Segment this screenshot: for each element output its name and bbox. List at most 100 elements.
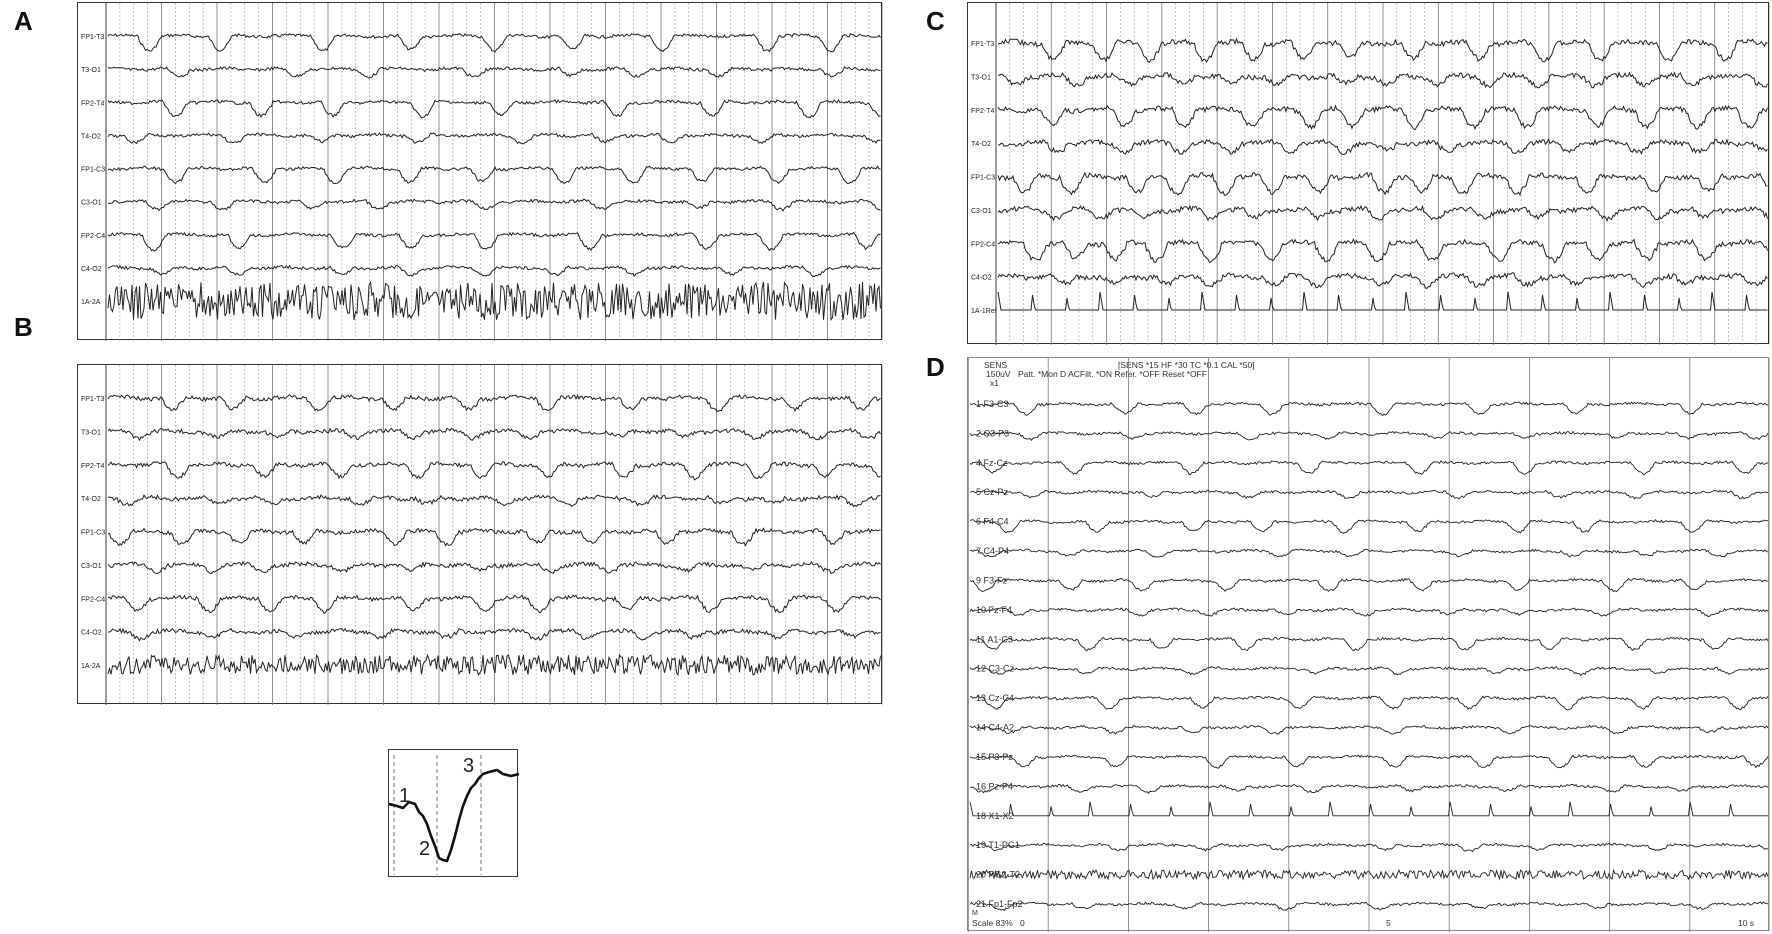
- channel-label: T4-O2: [971, 141, 991, 148]
- channel-label: C4-O2: [81, 630, 102, 637]
- eeg-trace: [107, 165, 881, 185]
- channel-label: C3-O1: [971, 208, 992, 215]
- eeg-panel-b: FP1-T3 T3-O1 FP2-T4 T4-O2 FP1-C3 C3-O1 FP2-C4 C…: [77, 364, 883, 705]
- eeg-trace: [107, 527, 881, 547]
- channel-label: C4-O2: [971, 275, 992, 282]
- eeg-traces-d: 1 F3-C32 C3-P34 Fz-Cz5 Cz-Pz6 F4-C47 C4-…: [968, 358, 1770, 932]
- channel-label: FP1-C3: [81, 167, 105, 174]
- eeg-trace: [107, 427, 881, 442]
- eeg-trace: [969, 636, 1769, 652]
- channel-label: 20 PG2-T2: [976, 870, 1020, 880]
- eeg-trace: [969, 868, 1769, 881]
- eeg-panel-c: FP1-T3 T3-O1 FP2-T4 T4-O2 FP1-C3 C3-O1 FP2-C4 C…: [967, 2, 1770, 345]
- panel-a-letter: A: [14, 6, 33, 36]
- channel-label: C3-O1: [81, 563, 102, 570]
- footer-marker: M: [972, 910, 978, 917]
- channel-label: T3-O1: [971, 74, 991, 81]
- panel-d-letter: D: [926, 352, 945, 382]
- time-tick-10: 10 s: [1738, 918, 1755, 928]
- channel-label: 12 C3-Cz: [976, 664, 1015, 674]
- eeg-trace: [107, 198, 881, 212]
- eeg-trace: [997, 171, 1768, 197]
- eeg-trace: [997, 104, 1768, 131]
- eeg-trace: [107, 627, 881, 642]
- channel-label: 13 Cz-C4: [976, 693, 1014, 703]
- channel-label: 1 F3-C3: [976, 399, 1009, 409]
- eeg-trace: [969, 842, 1769, 853]
- channel-label: FP1-T3: [81, 34, 104, 41]
- channel-label: FP2-T4: [971, 108, 994, 115]
- channel-label: T3-O1: [81, 429, 101, 436]
- eeg-trace: [107, 560, 881, 575]
- eeg-trace: [969, 666, 1769, 677]
- channel-label: C3-O1: [81, 200, 102, 207]
- channel-label: 5 Cz-Pz: [976, 487, 1009, 497]
- inset-label-2: 2: [419, 838, 430, 860]
- eeg-trace: [107, 653, 881, 677]
- montage-line: Patt. *Mon D ACFilt. *ON Refer. *OFF Res…: [1018, 369, 1207, 379]
- eeg-trace: [107, 231, 881, 252]
- channel-label: FP1-T3: [81, 396, 104, 403]
- eeg-trace: [969, 548, 1769, 558]
- eeg-trace: [969, 783, 1769, 794]
- eeg-trace: [107, 394, 881, 413]
- channel-label: T4-O2: [81, 133, 101, 140]
- time-tick-5: 5: [1386, 918, 1391, 928]
- eeg-trace: [969, 754, 1769, 769]
- eeg-trace: [107, 280, 881, 321]
- channel-label: 6 F4-C4: [976, 517, 1009, 527]
- eeg-trace: [997, 237, 1768, 264]
- eeg-traces-a: FP1-T3 T3-O1 FP2-T4 T4-O2 FP1-C3 C3-O1 FP2-C4 C…: [81, 3, 883, 341]
- eeg-panel-a: FP1-T3 T3-O1 FP2-T4 T4-O2 FP1-C3 C3-O1 FP2-C4 C…: [77, 2, 883, 341]
- channel-label: FP1-C3: [971, 175, 995, 182]
- eeg-trace: [969, 460, 1769, 476]
- channel-label: FP2-C4: [81, 233, 105, 240]
- sens-label: SENS: [984, 360, 1008, 370]
- channel-label: 19 T1-PG1: [976, 840, 1020, 850]
- eeg-trace: [969, 518, 1769, 534]
- scale-label: Scale 83%: [972, 918, 1013, 928]
- eeg-trace: [997, 138, 1768, 156]
- channel-label: C4-O2: [81, 266, 102, 273]
- eeg-trace: [997, 272, 1768, 289]
- gain-label: x1: [990, 378, 999, 388]
- channel-label: FP2-T4: [81, 100, 104, 107]
- eeg-trace: [107, 494, 881, 508]
- channel-label: 1A-1Ref: [971, 308, 997, 315]
- eeg-trace: [107, 98, 881, 119]
- channel-label: 9 F3-Fz: [976, 575, 1008, 585]
- channel-label: 16 Pz-P4: [976, 781, 1013, 791]
- eeg-trace: [107, 65, 881, 79]
- eeg-trace: [107, 461, 881, 481]
- channel-label: 1A-2A: [81, 663, 101, 670]
- eeg-trace: [969, 430, 1769, 442]
- eeg-trace: [969, 401, 1769, 417]
- eeg-trace: [969, 901, 1769, 911]
- eeg-trace: [107, 264, 881, 278]
- eeg-trace: [969, 695, 1769, 711]
- eeg-panel-d: SENS 150uV x1 [SENS *15 HF *30 TC *0.1 C…: [967, 357, 1770, 932]
- settings-line: [SENS *15 HF *30 TC *0.1 CAL *50]: [1118, 360, 1255, 370]
- channel-label: 14 C4-A2: [976, 723, 1014, 733]
- panel-c-letter: C: [926, 6, 945, 36]
- eeg-trace: [997, 291, 1768, 311]
- channel-label: FP1-T3: [971, 41, 994, 48]
- eeg-trace: [969, 489, 1769, 500]
- eeg-traces-c: FP1-T3 T3-O1 FP2-T4 T4-O2 FP1-C3 C3-O1 FP2-C4 C…: [971, 3, 1770, 345]
- sens-value: 150uV: [986, 369, 1011, 379]
- eeg-trace: [107, 32, 881, 53]
- eeg-trace: [107, 594, 881, 614]
- eeg-trace: [107, 132, 881, 145]
- eeg-trace: [997, 204, 1768, 222]
- eeg-trace: [969, 577, 1769, 593]
- inset-waveform: [389, 768, 519, 863]
- channel-label: 21 Fp1-Fp2: [976, 899, 1023, 909]
- channel-label: T3-O1: [81, 67, 101, 74]
- channel-label: FP1-C3: [81, 530, 105, 537]
- channel-label: FP2-C4: [81, 596, 105, 603]
- channel-label: 7 C4-P4: [976, 546, 1009, 556]
- eeg-trace: [969, 724, 1769, 735]
- inset-label-1: 1: [399, 785, 410, 807]
- eeg-trace: [997, 37, 1768, 63]
- eeg-trace: [997, 71, 1768, 89]
